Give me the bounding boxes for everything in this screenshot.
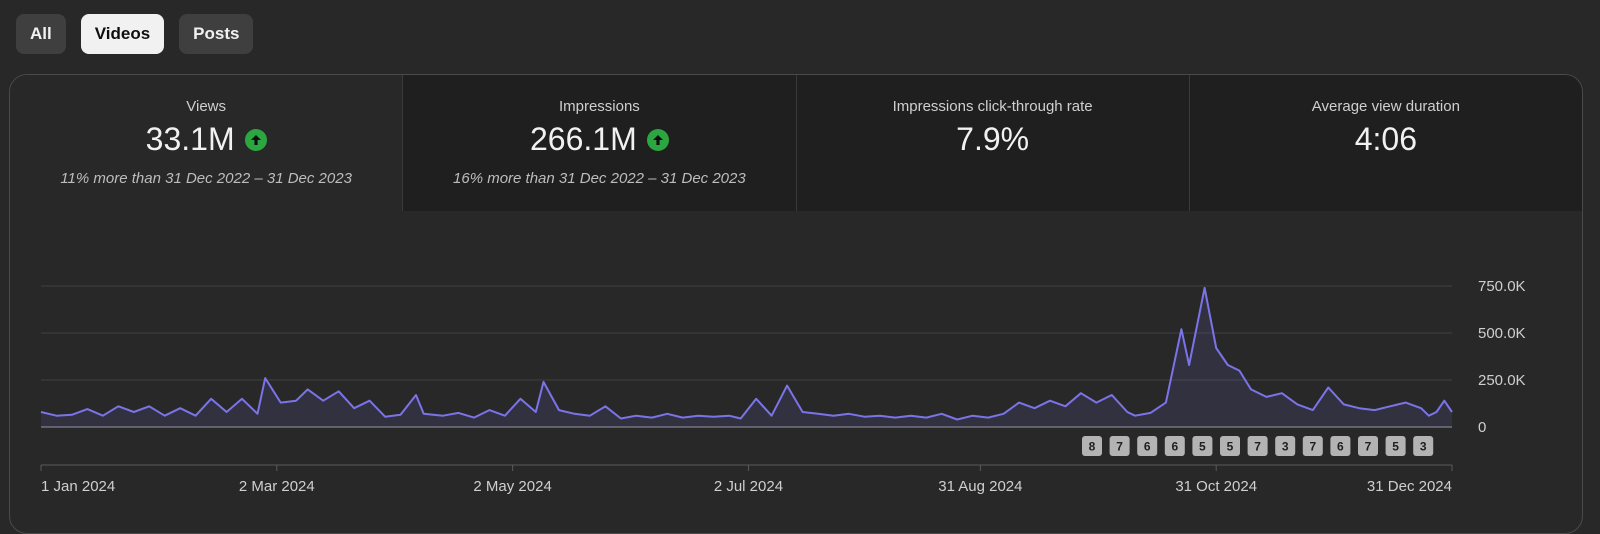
views-line xyxy=(40,286,1453,421)
upload-marker-count: 7 xyxy=(1116,440,1123,454)
upload-marker-count: 6 xyxy=(1171,440,1178,454)
upload-marker-box xyxy=(1192,436,1213,456)
upload-marker[interactable]: 8 xyxy=(1082,436,1102,456)
upload-marker-box xyxy=(1109,436,1130,456)
metric-comparison: 16% more than 31 Dec 2022 – 31 Dec 2023 xyxy=(453,170,746,187)
metric-label: Average view duration xyxy=(1311,98,1460,115)
metric-tabs: Views 33.1M 11% more than 31 Dec 2022 – … xyxy=(10,75,1582,211)
upload-marker-count: 5 xyxy=(1227,440,1234,454)
upload-marker[interactable]: 5 xyxy=(1385,436,1406,456)
y-tick-label: 500.0K xyxy=(1478,325,1526,342)
upload-marker-box xyxy=(1358,436,1378,456)
upload-marker[interactable]: 6 xyxy=(1164,436,1185,456)
metric-tab-impressions[interactable]: Impressions 266.1M 16% more than 31 Dec … xyxy=(402,75,796,211)
upload-marker-box xyxy=(1330,436,1351,456)
metric-value: 33.1M xyxy=(145,121,235,157)
y-tick-label: 0 xyxy=(1478,419,1486,436)
upload-marker-box xyxy=(1247,436,1268,456)
upload-marker[interactable]: 7 xyxy=(1358,436,1378,456)
metric-comparison: 11% more than 31 Dec 2022 – 31 Dec 2023 xyxy=(60,170,352,187)
upload-marker-box xyxy=(1137,436,1158,456)
upload-marker-box xyxy=(1082,436,1102,456)
upload-marker-box xyxy=(1275,436,1296,456)
views-area xyxy=(41,287,1452,427)
metric-value-row: 33.1M xyxy=(10,121,402,158)
filter-chip-posts[interactable]: Posts xyxy=(179,14,254,54)
x-tick-label: 2 Jul 2024 xyxy=(714,478,783,495)
upload-marker-count: 7 xyxy=(1254,440,1261,454)
metric-value-row: 266.1M xyxy=(403,121,795,158)
upload-marker-count: 6 xyxy=(1144,440,1151,454)
content-type-filters: All Videos Posts xyxy=(16,14,254,54)
upload-marker[interactable]: 3 xyxy=(1413,436,1434,456)
upload-marker-count: 5 xyxy=(1392,440,1399,454)
views-chart[interactable]: 0 250.0K 500.0K 750.0K 1 Jan 2024 2 Mar 2024 2… xyxy=(0,0,1600,522)
upload-marker-box xyxy=(1220,436,1240,456)
metric-label: Impressions xyxy=(558,98,640,115)
metric-value: 4:06 xyxy=(1354,121,1418,157)
trend-up-icon xyxy=(244,128,267,151)
upload-marker[interactable]: 7 xyxy=(1247,436,1268,456)
upload-marker-count: 3 xyxy=(1282,440,1289,454)
x-tick-label: 31 Aug 2024 xyxy=(938,478,1022,495)
upload-marker-count: 3 xyxy=(1420,440,1427,454)
metric-value-row: 4:06 xyxy=(1190,121,1582,158)
y-tick-label: 250.0K xyxy=(1478,372,1526,389)
x-tick-label: 31 Oct 2024 xyxy=(1175,478,1257,495)
metric-tab-avg-view-duration[interactable]: Average view duration 4:06 xyxy=(1188,75,1582,211)
upload-marker-count: 8 xyxy=(1089,440,1096,454)
upload-marker[interactable]: 7 xyxy=(1302,436,1323,456)
upload-marker-count: 5 xyxy=(1199,440,1206,454)
metric-value: 266.1M xyxy=(530,121,637,157)
upload-marker[interactable]: 3 xyxy=(1275,436,1296,456)
upload-marker-box xyxy=(1385,436,1406,456)
upload-marker-box xyxy=(1164,436,1185,456)
upload-marker-count: 6 xyxy=(1337,440,1344,454)
analytics-card: Views 33.1M 11% more than 31 Dec 2022 – … xyxy=(9,74,1583,534)
metric-label: Views xyxy=(186,98,226,115)
y-tick-label: 750.0K xyxy=(1478,278,1526,295)
x-tick-label: 2 Mar 2024 xyxy=(239,478,315,495)
upload-marker-count: 7 xyxy=(1365,440,1372,454)
metric-tab-ctr[interactable]: Impressions click-through rate 7.9% xyxy=(795,75,1189,211)
upload-marker-count: 7 xyxy=(1309,440,1316,454)
metric-value: 7.9% xyxy=(956,121,1030,157)
upload-marker[interactable]: 6 xyxy=(1137,436,1158,456)
filter-chip-videos[interactable]: Videos xyxy=(80,14,165,54)
metric-value-row: 7.9% xyxy=(797,121,1189,158)
metric-label: Impressions click-through rate xyxy=(892,98,1093,115)
upload-marker[interactable]: 5 xyxy=(1220,436,1240,456)
upload-marker[interactable]: 5 xyxy=(1192,436,1213,456)
upload-marker[interactable]: 7 xyxy=(1109,436,1130,456)
x-tick-label: 2 May 2024 xyxy=(473,478,551,495)
upload-marker-box xyxy=(1413,436,1434,456)
metric-tab-views[interactable]: Views 33.1M 11% more than 31 Dec 2022 – … xyxy=(10,75,403,211)
filter-chip-all[interactable]: All xyxy=(16,14,66,54)
upload-marker[interactable]: 6 xyxy=(1330,436,1351,456)
x-tick-label: 31 Dec 2024 xyxy=(1367,478,1452,495)
trend-up-icon xyxy=(646,128,669,151)
x-tick-label: 1 Jan 2024 xyxy=(41,478,115,495)
upload-marker-box xyxy=(1302,436,1323,456)
